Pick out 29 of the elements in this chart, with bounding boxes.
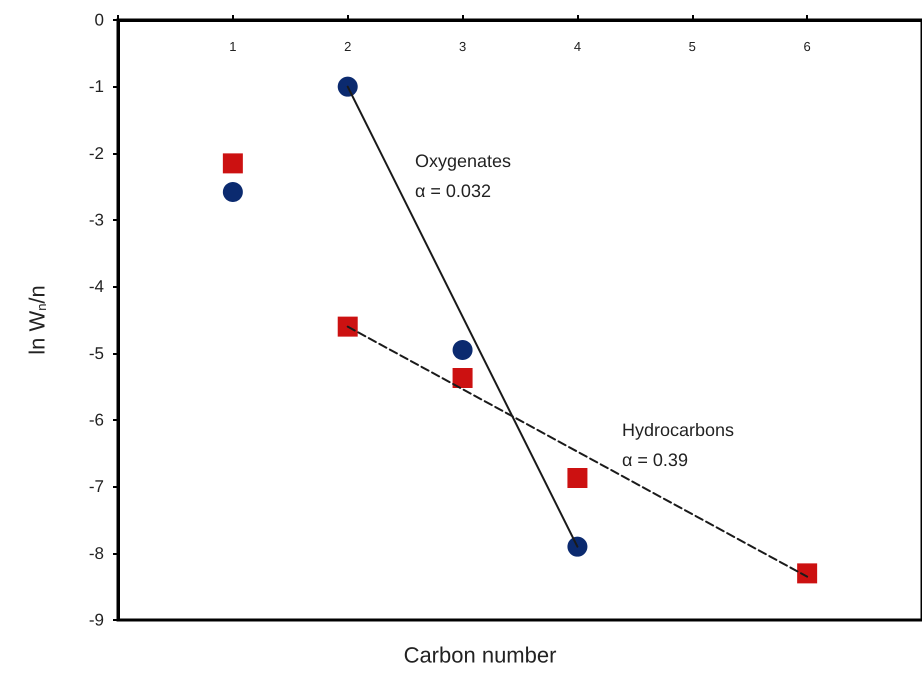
point [338,316,358,337]
x-tick-label: 5 [688,39,696,54]
y-tick-label: -9 [88,610,104,630]
point [797,563,818,584]
y-axis-title: ln Wn/n [24,285,50,355]
x-tick-label: 3 [458,39,466,54]
point [452,368,473,388]
point [452,340,473,360]
annotation: Oxygenates α = 0.032 [415,151,512,201]
x-tick-label: 6 [804,39,811,54]
x-tick-label: 2 [344,39,352,54]
point [567,536,588,557]
y-tick-label: -1 [88,77,104,96]
x-tick-label: 4 [574,39,582,54]
annotation: Hydrocarbons α = 0.39 [622,420,734,470]
y-tick-label: -4 [88,277,104,296]
x-tick-label: 1 [229,39,236,54]
point [338,76,358,97]
x-axis-title: Carbon number [404,642,556,668]
y-tick-label: -2 [88,144,104,163]
y-tick-label: -6 [88,410,104,430]
y-tick-label: -8 [88,544,104,563]
point [567,468,588,488]
y-tick-label: 0 [94,10,104,30]
point [222,153,243,174]
y-tick-label: -3 [88,210,104,230]
y-tick-label: -5 [88,344,104,363]
y-tick-label: -7 [88,477,104,496]
point [222,182,243,202]
